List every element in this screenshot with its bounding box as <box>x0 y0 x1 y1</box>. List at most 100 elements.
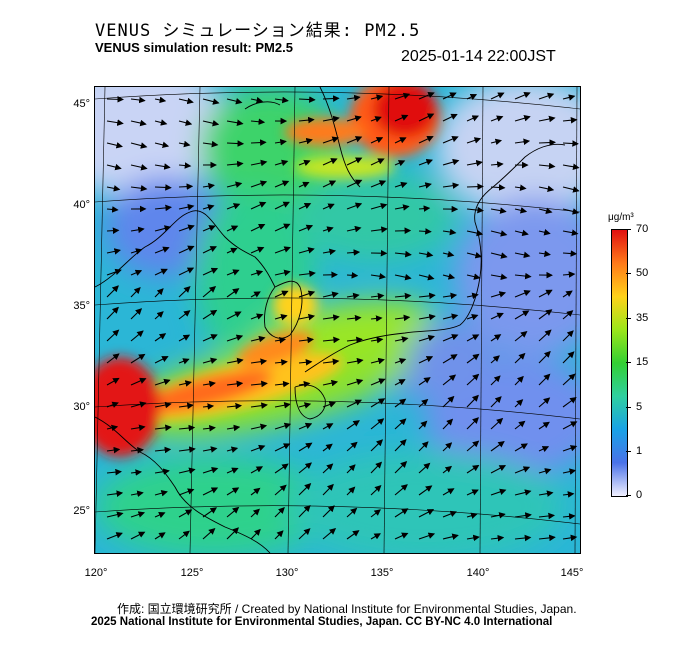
wind-arrow <box>226 160 244 168</box>
wind-arrow <box>130 164 148 171</box>
wind-arrow <box>202 403 215 410</box>
wind-arrow <box>202 267 219 276</box>
wind-arrow <box>418 356 434 364</box>
wind-arrow <box>202 466 219 474</box>
wind-arrow <box>418 228 432 235</box>
wind-arrow <box>298 159 311 166</box>
wind-arrow <box>466 334 480 342</box>
wind-arrow <box>202 487 219 496</box>
wind-arrow <box>346 314 362 322</box>
wind-arrow <box>562 163 580 171</box>
wind-arrow <box>562 468 577 475</box>
wind-arrow <box>370 226 388 233</box>
wind-arrow <box>202 119 220 127</box>
wind-arrow <box>274 380 290 388</box>
wind-arrow <box>418 462 431 474</box>
wind-arrow <box>442 313 459 320</box>
wind-arrow <box>442 374 457 386</box>
wind-arrow <box>322 203 335 210</box>
wind-arrow <box>346 399 363 408</box>
wind-arrow <box>418 182 432 189</box>
wind-arrow <box>106 401 119 408</box>
wind-arrow <box>226 311 242 320</box>
wind-arrow <box>322 95 340 102</box>
wind-arrow <box>466 314 479 321</box>
wind-arrow <box>106 468 122 476</box>
wind-arrow <box>514 207 528 214</box>
wind-arrow <box>490 115 504 122</box>
lon-label-140: 140° <box>466 567 490 579</box>
license-line: 2025 National Institute for Environmenta… <box>91 616 553 628</box>
wind-arrow <box>370 315 383 322</box>
wind-arrow <box>490 396 502 408</box>
wind-arrow <box>274 359 288 366</box>
wind-arrow <box>370 273 387 280</box>
wind-arrow <box>130 531 146 540</box>
wind-arrow <box>538 446 550 453</box>
lon-label-145: 145° <box>560 567 584 579</box>
wind-arrow <box>106 268 122 276</box>
wind-arrow <box>346 202 363 210</box>
wind-arrow <box>370 202 388 210</box>
legend-tickmark <box>626 495 631 496</box>
wind-arrow <box>514 331 528 342</box>
wind-arrow <box>562 513 576 520</box>
wind-arrow <box>322 358 340 366</box>
wind-arrow <box>370 439 384 452</box>
wind-arrow <box>442 510 458 518</box>
wind-arrow <box>202 334 218 342</box>
wind-arrow <box>274 290 289 298</box>
wind-arrow <box>274 180 290 188</box>
wind-arrow <box>322 226 334 233</box>
wind-arrow <box>154 96 167 104</box>
wind-arrow <box>514 251 531 259</box>
wind-arrow <box>274 159 289 167</box>
wind-arrow <box>538 329 552 342</box>
wind-arrow <box>250 313 264 320</box>
lat-label-40: 40° <box>73 199 90 211</box>
wind-arrow <box>562 421 578 430</box>
wind-arrow <box>250 96 264 104</box>
wind-arrow <box>562 310 574 320</box>
wind-arrow <box>514 310 530 320</box>
wind-arrow <box>490 440 505 452</box>
wind-arrow <box>490 512 506 519</box>
wind-arrow <box>466 183 484 190</box>
wind-arrow <box>562 290 573 298</box>
wind-arrow <box>274 201 290 210</box>
wind-arrow <box>178 402 194 410</box>
wind-arrow <box>274 422 292 430</box>
wind-arrow <box>562 373 576 386</box>
wind-arrow <box>394 114 409 122</box>
wind-arrow <box>466 353 480 364</box>
wind-arrow <box>562 186 580 193</box>
wind-arrow <box>178 310 191 320</box>
wind-arrow <box>202 357 218 364</box>
wind-arrow <box>106 329 120 342</box>
wind-arrow <box>226 203 241 210</box>
wind-arrow <box>154 246 170 254</box>
wind-arrow <box>226 487 240 496</box>
wind-arrow <box>514 289 531 298</box>
wind-arrow <box>442 442 453 452</box>
wind-arrow <box>298 504 311 518</box>
wind-arrow <box>538 139 557 146</box>
wind-arrow <box>226 334 244 342</box>
wind-arrow <box>298 137 313 145</box>
wind-arrow <box>322 401 336 408</box>
wind-arrow <box>274 402 291 409</box>
legend-tickmark <box>626 407 631 408</box>
wind-arrow <box>562 396 577 408</box>
wind-arrow <box>466 206 484 214</box>
wind-arrow <box>298 462 312 474</box>
wind-arrow <box>538 490 554 497</box>
wind-arrow <box>298 270 316 277</box>
wind-arrow <box>226 247 238 254</box>
wind-arrow <box>394 379 406 386</box>
wind-arrow <box>130 401 147 408</box>
wind-arrow <box>466 417 479 430</box>
wind-arrow <box>418 420 428 430</box>
page-title-en: VENUS simulation result: PM2.5 <box>95 40 293 55</box>
wind-arrow <box>562 94 576 101</box>
wind-arrow <box>490 161 504 168</box>
